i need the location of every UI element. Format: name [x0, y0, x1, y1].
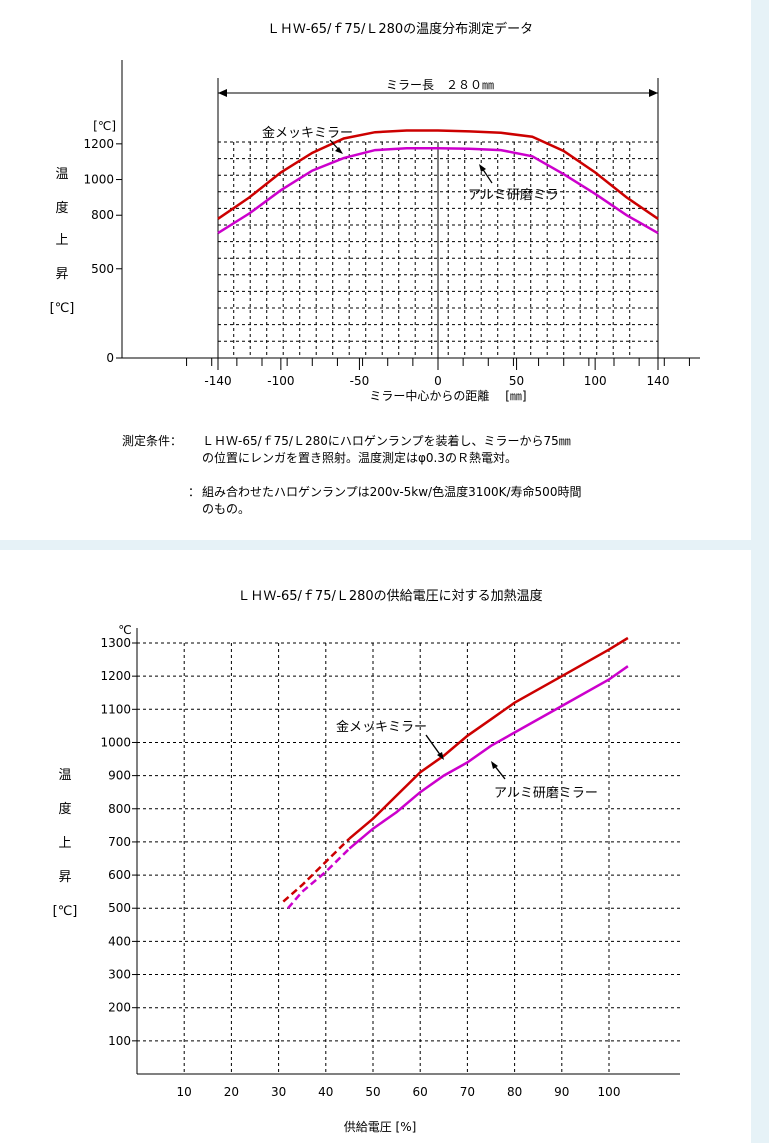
- series-label: アルミ研磨ミラ: [468, 188, 559, 203]
- y-tick-label: 800: [108, 802, 131, 816]
- x-tick-label: 80: [507, 1085, 522, 1099]
- y-axis-label: 昇: [58, 870, 71, 885]
- conditions-line: 組み合わせたハロゲンランプは200v-5kw/色温度3100K/寿命500時間: [202, 485, 582, 499]
- y-axis-label: [℃]: [50, 301, 75, 316]
- y-tick-label: 100: [108, 1034, 131, 1048]
- y-tick-label: 600: [108, 868, 131, 882]
- pointer-arrow-head: [437, 752, 444, 760]
- x-tick-label: -50: [350, 374, 370, 388]
- series-line-2-dashed: [287, 847, 351, 910]
- x-tick-label: 0: [434, 374, 442, 388]
- conditions-line: の位置にレンガを置き照射。温度測定はφ0.3のＲ熱電対。: [202, 451, 518, 465]
- x-axis-label: 供給電圧 [%]: [344, 1120, 417, 1134]
- y-tick-label: 1000: [83, 173, 114, 187]
- x-tick-label: 100: [584, 374, 607, 388]
- x-tick-label: 30: [271, 1085, 286, 1099]
- conditions-line: のもの。: [202, 502, 251, 516]
- chart2-title: ＬＨＷ-65/ｆ75/Ｌ280の供給電圧に対する加熱温度: [237, 588, 542, 604]
- series-line-1: [348, 636, 629, 840]
- y-axis-label: 温: [55, 167, 68, 182]
- y-tick-label: 1000: [100, 735, 131, 749]
- y-tick-label: 700: [108, 835, 131, 849]
- y-axis-label: 上: [58, 836, 71, 851]
- series-line-1-dashed: [282, 837, 351, 903]
- series-label: 金メッキミラー: [336, 719, 427, 735]
- chart-heating-temperature-vs-voltage: ＬＨＷ-65/ｆ75/Ｌ280の供給電圧に対する加熱温度 100 200 300 40…: [53, 588, 680, 1134]
- x-tick-label: 50: [365, 1085, 380, 1099]
- x-axis-label: ミラー中心からの距離 [㎜]: [369, 388, 526, 403]
- series-line-2: [348, 665, 629, 850]
- chart-temperature-distribution: ＬＨＷ-65/ｆ75/Ｌ280の温度分布測定データ -140 -100 -50 0 50…: [50, 21, 700, 403]
- section-divider: [0, 540, 769, 550]
- y-tick-label: 1200: [100, 669, 131, 683]
- right-edge-stripe: [751, 0, 769, 1143]
- series-label: アルミ研磨ミラー: [494, 786, 598, 801]
- conditions-label: ：: [188, 485, 201, 499]
- y-unit-label: [℃]: [93, 119, 116, 133]
- x-tick-label: 140: [647, 374, 670, 388]
- y-tick-label: 200: [108, 1001, 131, 1015]
- x-tick-label: -100: [267, 374, 294, 388]
- x-tick-label: 70: [460, 1085, 475, 1099]
- chart1-title: ＬＨＷ-65/ｆ75/Ｌ280の温度分布測定データ: [267, 21, 533, 37]
- x-tick-label: -140: [204, 374, 231, 388]
- y-tick-label: 0: [106, 351, 114, 365]
- x-tick-label: 100: [598, 1085, 621, 1099]
- x-tick-label: 40: [318, 1085, 333, 1099]
- series-label: 金メッキミラー: [262, 125, 353, 141]
- series-line-2: [217, 147, 659, 235]
- pointer-arrow: [493, 764, 506, 780]
- series-line-1: [217, 129, 659, 220]
- y-unit-label: ℃: [118, 623, 131, 637]
- conditions-line: ＬＨＷ-65/ｆ75/Ｌ280にハロゲンランプを装着し、ミラーから75㎜: [202, 434, 571, 448]
- y-tick-label: 400: [108, 934, 131, 948]
- x-tick-label: 50: [509, 374, 524, 388]
- pointer-arrow-head: [491, 761, 498, 769]
- x-tick-label: 10: [177, 1085, 192, 1099]
- y-axis-label: 度: [58, 801, 71, 817]
- y-tick-label: 800: [91, 208, 114, 222]
- span-arrow-head: [649, 89, 658, 97]
- pointer-arrow: [425, 734, 442, 757]
- y-tick-label: 500: [91, 262, 114, 276]
- y-axis-label: 昇: [55, 267, 68, 282]
- pointer-arrow-head: [479, 164, 486, 172]
- y-tick-label: 1300: [100, 636, 131, 650]
- span-arrow-head: [218, 89, 227, 97]
- y-tick-label: 1200: [83, 137, 114, 151]
- y-axis-label: 度: [55, 200, 68, 216]
- y-tick-label: 1100: [100, 702, 131, 716]
- y-tick-label: 300: [108, 968, 131, 982]
- span-label: ミラー長 ２８０㎜: [386, 78, 494, 92]
- x-tick-label: 20: [224, 1085, 239, 1099]
- y-axis-label: 上: [55, 233, 68, 248]
- x-tick-label: 90: [554, 1085, 569, 1099]
- conditions-label: 測定条件：: [122, 434, 183, 448]
- pointer-arrow: [481, 167, 493, 184]
- conditions-block-2: ：組み合わせたハロゲンランプは200v-5kw/色温度3100K/寿命500時間…: [188, 484, 581, 518]
- conditions-block-1: 測定条件： ＬＨＷ-65/ｆ75/Ｌ280にハロゲンランプを装着し、ミラーから75…: [122, 433, 571, 467]
- y-axis-label: 温: [58, 768, 71, 783]
- x-tick-label: 60: [413, 1085, 428, 1099]
- y-tick-label: 900: [108, 769, 131, 783]
- y-axis-label: [℃]: [53, 904, 78, 919]
- pointer-arrow-head: [335, 147, 343, 154]
- y-tick-label: 500: [108, 901, 131, 915]
